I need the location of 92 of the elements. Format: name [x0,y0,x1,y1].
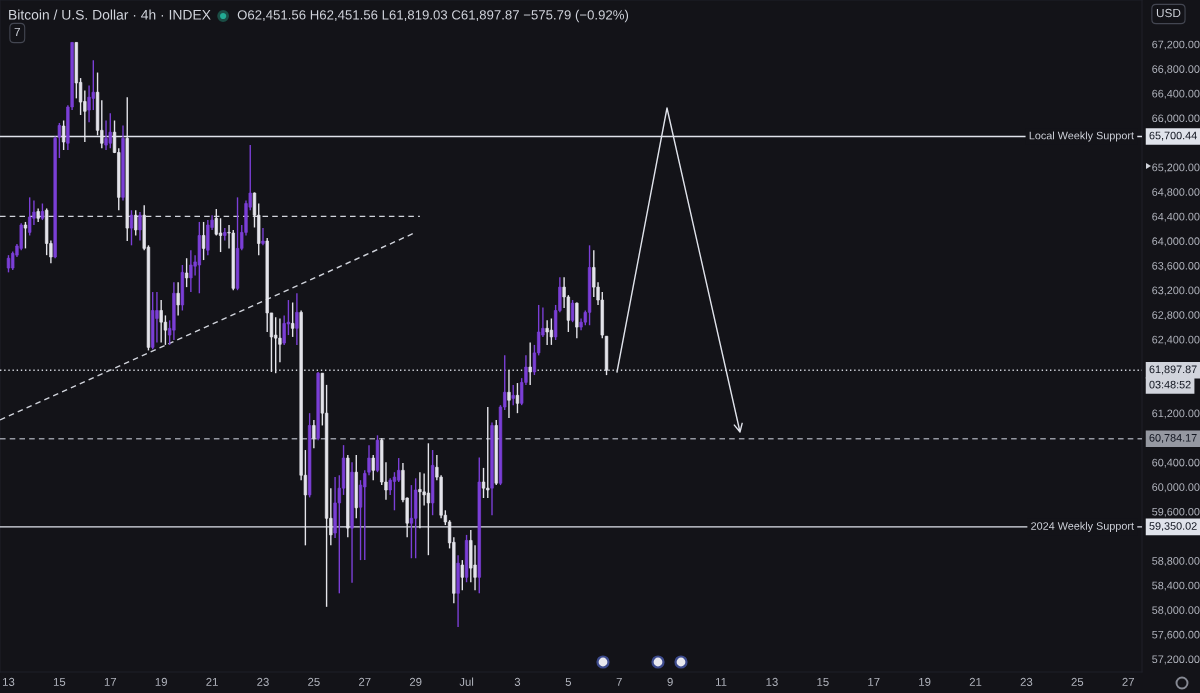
candlestick [201,221,206,261]
text: 03:48:52 [1149,380,1191,389]
y-tick-label: 57,200.00 [1152,655,1200,665]
candlestick [312,419,316,449]
candlestick [159,299,163,344]
candlestick [129,209,134,247]
candlestick [545,319,549,346]
candlestick [507,369,511,419]
y-tick-label: 65,200.00 [1152,163,1200,173]
y-tick-label: 57,600.00 [1152,630,1200,640]
x-tick-label: 25 [308,677,320,686]
candlestick [481,467,486,499]
text: 60,784.17 [1149,433,1197,443]
candlestick [108,112,112,149]
candlestick [184,257,189,288]
candlestick [104,119,108,151]
x-tick-label: 21 [206,677,218,686]
candlestick [486,406,490,499]
text: Bitcoin / U.S. Dollar · 4h · INDEX [9,9,211,20]
candlestick [570,299,575,323]
y-tick-label: 58,400.00 [1152,581,1200,591]
x-tick-label: 13 [766,677,778,686]
candlestick [28,196,32,237]
text: O62,451.56 H62,451.56 L61,819.03 C61,897.87 −575.79 (−0.92%) [237,9,629,23]
x-tick-label: 25 [1071,677,1084,686]
text: 65,700.44 [1149,131,1197,141]
candlestick [282,314,286,346]
x-tick-label: 15 [53,677,66,686]
x-tick-label: 15 [817,677,829,686]
x-tick-label: 27 [1122,677,1134,686]
x-tick-label: 7 [616,677,622,686]
y-tick-label: 60,000.00 [1152,483,1200,493]
candlestick [528,341,532,386]
annotation: 7 [14,27,20,37]
x-tick-label: 13 [3,677,15,686]
y-tick-label: 59,600.00 [1152,507,1200,517]
candlestick [57,122,62,159]
y-tick-label: 63,600.00 [1152,261,1200,271]
x-tick-label: 29 [409,677,422,686]
y-tick-label: 66,400.00 [1152,89,1200,99]
y-tick-label: 64,400.00 [1152,212,1200,222]
x-tick-label: 23 [1020,677,1033,686]
candlestick [134,209,138,237]
candlestick [549,317,554,346]
x-tick-label: 5 [565,677,572,686]
y-tick-label: 58,000.00 [1152,606,1200,616]
candlestick [371,454,375,481]
candlestick [138,211,142,242]
x-tick-label: 11 [715,677,727,686]
x-tick-label: 19 [155,677,167,686]
text: USD [1156,8,1181,18]
y-tick-label: 62,800.00 [1152,311,1200,321]
y-tick-label: 62,400.00 [1152,335,1200,345]
y-tick-label: 61,200.00 [1152,409,1200,419]
x-tick-label: 19 [919,677,931,686]
x-tick-label: 21 [969,677,982,686]
ref-line-label: Local Weekly Support [1029,131,1134,142]
candlestick [218,217,223,253]
y-tick-label: 64,000.00 [1152,237,1200,247]
x-tick-label: 27 [359,677,371,686]
y-tick-label: 66,800.00 [1152,65,1200,75]
candlestick [23,221,28,250]
text: 59,350.02 [1149,522,1197,532]
x-tick-label: 17 [104,677,117,686]
candlestick [278,317,282,363]
candlestick [295,292,299,346]
candlestick [189,249,193,293]
ref-line-label: 2024 Weekly Support [1031,521,1134,532]
candlestick [515,382,520,414]
x-tick-label: 23 [257,677,269,686]
y-tick-label: 67,200.00 [1152,40,1200,50]
candlestick [409,484,414,559]
y-tick-label: 63,200.00 [1152,286,1200,296]
candlestick [155,291,159,344]
x-tick-label: 9 [667,677,673,686]
text: 61,897.87 [1149,365,1197,375]
candlestick [460,559,464,591]
candlestick [511,384,515,406]
candlestick [290,301,295,338]
candlestick [473,544,477,591]
candlestick [575,301,579,339]
y-tick-label: 66,000.00 [1152,114,1200,124]
y-tick-label: 58,800.00 [1152,557,1200,567]
candlestick [261,227,265,247]
candlestick [87,84,91,124]
y-tick-label: 60,400.00 [1152,458,1200,468]
x-tick-label: 3 [514,677,521,686]
candlestick [392,471,397,511]
x-tick-label: 17 [868,677,880,686]
x-tick-label: Jul [459,677,474,686]
y-tick-label: 64,800.00 [1152,188,1200,198]
candlestick [176,281,180,317]
